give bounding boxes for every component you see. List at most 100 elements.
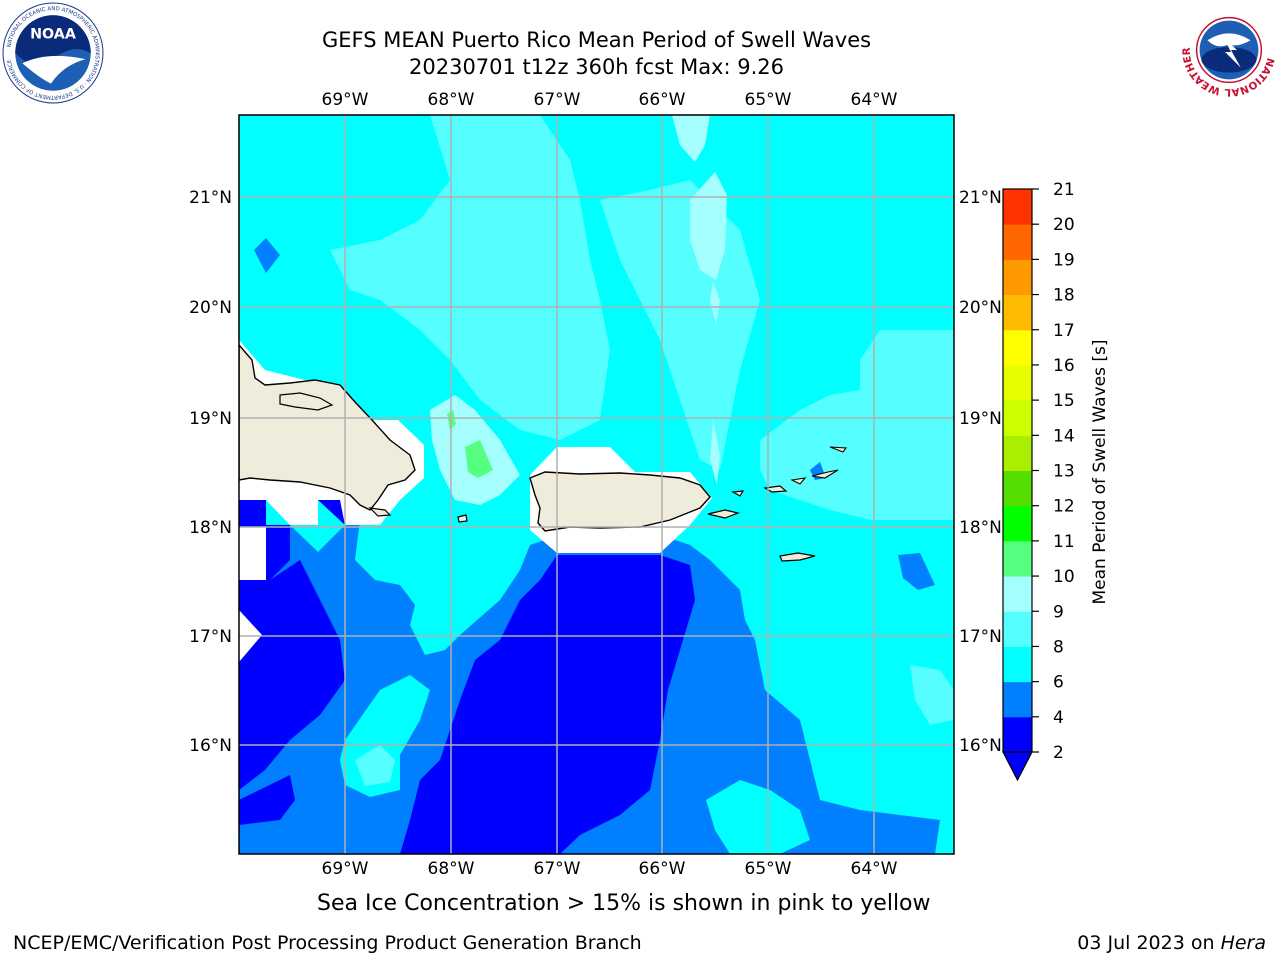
colorbar-tick-label: 13	[1053, 462, 1075, 482]
land-tortola	[811, 469, 839, 479]
host-name: Hera	[1220, 932, 1266, 954]
land-vieques	[707, 509, 741, 519]
lat-label-right: 16°N	[959, 736, 1002, 756]
colorbar-tick-label: 16	[1053, 356, 1075, 376]
land-tortuga	[279, 392, 334, 411]
lon-label-bottom: 68°W	[428, 859, 475, 879]
lon-label-bottom: 67°W	[534, 859, 581, 879]
lat-labels-right: 21°N 20°N 19°N 18°N 17°N 16°N	[959, 188, 1002, 756]
lat-label-right: 20°N	[959, 298, 1002, 318]
colorbar-swatch	[1003, 505, 1032, 542]
colorbar-swatch	[1003, 716, 1032, 753]
lat-label-left: 19°N	[189, 409, 232, 429]
land-anegada	[829, 446, 848, 453]
colorbar-tick-label: 12	[1053, 497, 1075, 517]
colorbar-tick-label: 18	[1053, 286, 1075, 306]
land-hispaniola	[239, 343, 416, 511]
colorbar-swatch	[1003, 329, 1032, 366]
lat-label-right: 17°N	[959, 627, 1002, 647]
colorbar-tick-label: 19	[1053, 250, 1075, 270]
lon-label-bottom: 66°W	[639, 859, 686, 879]
lon-label-bottom: 64°W	[851, 859, 898, 879]
lon-labels-bottom: 69°W 68°W 67°W 66°W 65°W 64°W	[322, 859, 898, 879]
colorbar-swatch	[1003, 294, 1032, 331]
lon-label-top: 64°W	[851, 90, 898, 110]
lon-label-bottom: 69°W	[322, 859, 369, 879]
field-patch-east-blue	[898, 553, 935, 590]
land-st-john	[790, 477, 807, 485]
colorbar-tick-label: 15	[1053, 391, 1075, 411]
colorbar-tick-label: 20	[1053, 215, 1075, 235]
colorbar-tick-label: 17	[1053, 321, 1075, 341]
lon-label-top: 65°W	[745, 90, 792, 110]
colorbar-tick-label: 8	[1053, 637, 1064, 657]
colorbar-tick-label: 21	[1053, 180, 1075, 200]
lat-label-right: 19°N	[959, 409, 1002, 429]
colorbar-swatch	[1003, 224, 1032, 260]
land-saona	[368, 507, 392, 517]
colorbar-swatch	[1003, 470, 1032, 507]
map-title: GEFS MEAN Puerto Rico Mean Period of Swe…	[321, 28, 872, 52]
field-band-9-10	[465, 440, 493, 478]
field-band-8-9-b	[690, 172, 727, 280]
colorbar-swatch	[1003, 576, 1032, 612]
field-patch-south-lighter	[355, 745, 395, 786]
colorbar-swatch	[1003, 189, 1032, 225]
colorbar-label: Mean Period of Swell Waves [s]	[1090, 340, 1110, 605]
lon-label-top: 66°W	[639, 90, 686, 110]
colorbar-swatch	[1003, 611, 1032, 647]
land-st-croix	[779, 552, 816, 562]
lon-label-top: 69°W	[322, 90, 369, 110]
land-puerto-rico	[529, 471, 711, 532]
field-patch-nw-blue	[254, 238, 280, 273]
lat-label-right: 21°N	[959, 188, 1002, 208]
colorbar: 2 4 6 8 9 10 11 12 13 14 15 16 17 18 19 20 21	[1002, 180, 1075, 782]
lat-label-left: 16°N	[189, 736, 232, 756]
noaa-logo-text: NOAA	[30, 27, 76, 43]
lon-label-top: 67°W	[534, 90, 581, 110]
colorbar-swatch	[1003, 364, 1032, 401]
masked-area-hispaniola-south	[239, 527, 266, 580]
colorbar-swatch	[1003, 259, 1032, 296]
colorbar-tick-label: 6	[1053, 673, 1064, 693]
land-culebra	[731, 490, 745, 497]
colorbar-tick-label: 10	[1053, 567, 1075, 587]
date-stamp: 03 Jul 2023 on Hera	[1077, 932, 1266, 954]
swell-period-field	[239, 115, 954, 854]
map-subtitle: 20230701 t12z 360h fcst Max: 9.26	[409, 55, 784, 79]
field-patch-se-light	[910, 665, 954, 725]
lat-label-right: 18°N	[959, 518, 1002, 538]
colorbar-swatch	[1003, 435, 1032, 471]
colorbar-swatch	[1003, 400, 1032, 436]
colorbar-extend-arrow	[1002, 751, 1033, 782]
nws-logo-icon: NATIONAL WEATHER SERVICE	[1178, 1, 1276, 98]
colorbar-swatch	[1003, 646, 1032, 683]
colorbar-swatch	[1003, 540, 1032, 577]
lon-label-bottom: 65°W	[745, 859, 792, 879]
field-band-8-9-c	[710, 282, 720, 325]
lat-label-left: 17°N	[189, 627, 232, 647]
field-band-8-9-e	[710, 420, 720, 485]
lat-labels-left: 21°N 20°N 19°N 18°N 17°N 16°N	[189, 188, 232, 756]
colorbar-tick-label: 11	[1053, 532, 1075, 552]
colorbar-swatch	[1003, 681, 1032, 718]
lon-labels-top: 69°W 68°W 67°W 66°W 65°W 64°W	[322, 90, 898, 110]
credit-line: NCEP/EMC/Verification Post Processing Pr…	[13, 932, 642, 954]
lon-label-top: 68°W	[428, 90, 475, 110]
colorbar-tick-label: 2	[1053, 743, 1064, 763]
colorbar-tick-label: 14	[1053, 426, 1075, 446]
field-band-below-2-west	[239, 560, 345, 790]
sea-ice-note: Sea Ice Concentration > 15% is shown in …	[317, 891, 931, 916]
colorbar-tick-label: 9	[1053, 602, 1064, 622]
field-band-8-9-a	[672, 115, 710, 162]
lat-label-left: 18°N	[189, 518, 232, 538]
colorbar-tick-label: 4	[1053, 708, 1064, 728]
map-frame	[238, 114, 955, 855]
map-gridlines	[239, 115, 954, 854]
land-st-thomas	[763, 485, 788, 493]
date-text: 03 Jul 2023 on	[1077, 932, 1221, 954]
land-mona	[457, 514, 468, 523]
field-band-below-2-central	[400, 555, 695, 854]
field-patch-south-cyan-b	[706, 780, 810, 854]
